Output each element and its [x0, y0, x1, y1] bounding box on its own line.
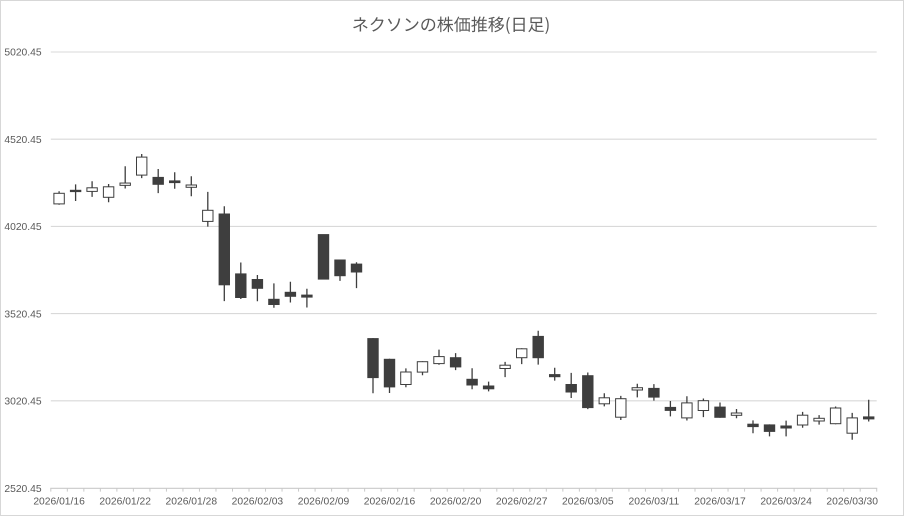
svg-text:2026/03/17: 2026/03/17 [694, 497, 746, 508]
svg-text:2026/02/03: 2026/02/03 [232, 497, 284, 508]
svg-text:2026/03/24: 2026/03/24 [760, 497, 812, 508]
svg-text:5020.45: 5020.45 [4, 48, 41, 59]
svg-text:4020.45: 4020.45 [4, 222, 41, 233]
svg-text:2026/01/16: 2026/01/16 [33, 497, 85, 508]
svg-text:4520.45: 4520.45 [4, 135, 41, 146]
svg-text:2520.45: 2520.45 [4, 484, 41, 495]
svg-text:2026/02/20: 2026/02/20 [430, 497, 482, 508]
svg-text:2026/02/27: 2026/02/27 [496, 497, 548, 508]
svg-text:3520.45: 3520.45 [4, 309, 41, 320]
svg-text:2026/03/30: 2026/03/30 [826, 497, 878, 508]
svg-text:2026/03/05: 2026/03/05 [562, 497, 614, 508]
svg-text:2026/03/11: 2026/03/11 [629, 497, 680, 508]
svg-text:2026/02/16: 2026/02/16 [364, 497, 416, 508]
svg-text:3020.45: 3020.45 [4, 397, 41, 408]
svg-text:2026/01/28: 2026/01/28 [166, 497, 218, 508]
svg-text:2026/02/09: 2026/02/09 [298, 497, 350, 508]
svg-text:2026/01/22: 2026/01/22 [99, 497, 151, 508]
